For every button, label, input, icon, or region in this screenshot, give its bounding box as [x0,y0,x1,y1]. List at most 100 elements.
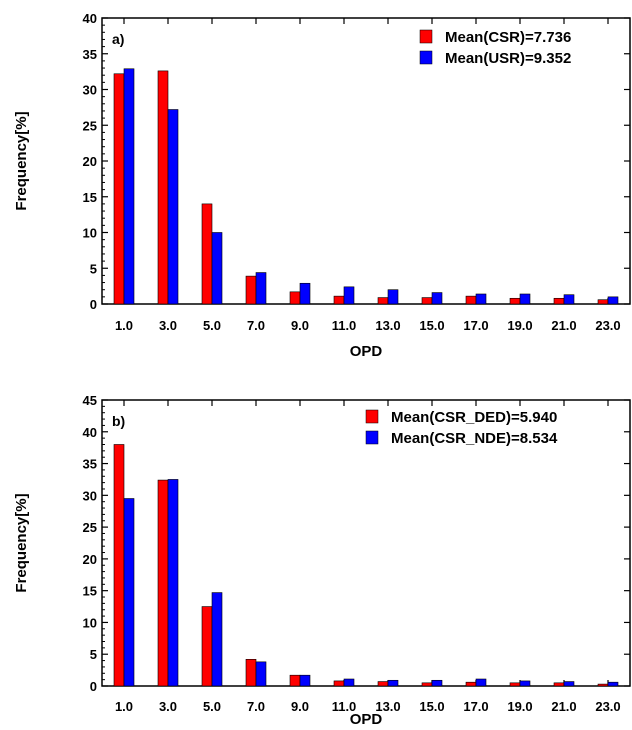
y-tick-label: 20 [83,154,97,169]
x-tick-label: 1.0 [115,699,133,714]
bar-blue [519,680,531,687]
x-tick-label: 17.0 [463,318,488,333]
y-tick-label: 10 [83,226,97,241]
y-tick-label: 35 [83,47,97,62]
x-tick-label: 21.0 [551,318,576,333]
bar-blue [255,661,267,687]
bar-red [289,291,301,305]
plot-frame [101,399,631,687]
bar-blue [387,289,399,305]
x-tick-label: 5.0 [203,318,221,333]
panel-label: b) [112,413,125,429]
bar-blue [343,286,355,305]
x-tick-label: 23.0 [595,318,620,333]
bar-red [245,659,257,687]
bar-blue [211,232,223,305]
panel-label: a) [112,31,124,47]
bar-blue [431,292,443,305]
legend: Mean(CSR)=7.736 Mean(USR)=9.352 [419,29,571,67]
y-tick-label: 0 [90,297,97,312]
bar-red [201,606,213,687]
x-tick-label: 19.0 [507,699,532,714]
legend-label: Mean(USR)=9.352 [445,50,571,67]
x-tick-label: 15.0 [419,699,444,714]
bar-blue [431,679,443,687]
bar-blue [211,592,223,687]
chart-panel-b: 0 5 10 15 20 25 30 35 40 45 1.0 3.0 5.0 7.0 9.0 11.0 13.… [13,393,631,728]
bar-red [509,297,521,305]
bar-red [509,682,521,687]
y-tick-label: 5 [90,647,97,662]
x-tick-label: 19.0 [507,318,532,333]
bar-blue [255,272,267,305]
legend-swatch-red [419,29,433,44]
x-axis-title: OPD [350,711,383,728]
bar-blue [519,293,531,305]
legend-swatch-red [365,409,379,424]
bar-blue [167,109,179,305]
bar-red [421,297,433,305]
chart-panel-a: 0 5 10 15 20 25 30 35 40 1.0 3.0 5.0 7.0 9.0 11.0 13.0 1… [13,11,631,360]
y-tick-label: 15 [83,584,97,599]
y-tick-label: 20 [83,552,97,567]
bar-red [201,203,213,305]
bar-blue [343,678,355,687]
bar-red [113,73,125,305]
bar-blue [167,479,179,687]
y-tick-label: 5 [90,261,97,276]
x-tick-label: 13.0 [375,318,400,333]
legend-label: Mean(CSR_NDE)=8.534 [391,430,558,447]
x-tick-label: 1.0 [115,318,133,333]
legend-swatch-blue [419,50,433,65]
bar-red [553,682,565,687]
x-tick-label: 17.0 [463,699,488,714]
x-tick-label: 5.0 [203,699,221,714]
bar-red [465,295,477,305]
bar-blue [123,68,135,305]
bar-red [553,297,565,305]
x-tick-label: 7.0 [247,699,265,714]
x-tick-label: 9.0 [291,699,309,714]
bar-blue [563,294,575,305]
x-tick-label: 3.0 [159,318,177,333]
legend-swatch-blue [365,430,379,445]
x-tick-label: 23.0 [595,699,620,714]
y-axis-title: Frequency[%] [13,493,30,592]
y-tick-label: 35 [83,457,97,472]
bar-red [289,674,301,687]
bar-blue [299,674,311,687]
bar-red [377,297,389,305]
y-tick-label: 25 [83,520,97,535]
y-tick-label: 10 [83,615,97,630]
bar-red [421,682,433,687]
bar-blue [475,678,487,687]
bar-red [333,680,345,687]
bar-red [113,444,125,687]
bar-blue [299,282,311,305]
x-tick-label: 15.0 [419,318,444,333]
y-tick-label: 30 [83,488,97,503]
x-tick-label: 11.0 [332,318,357,333]
y-axis-title: Frequency[%] [13,111,30,210]
bar-red [245,275,257,305]
y-tick-label: 0 [90,679,97,694]
bar-red [157,70,169,305]
x-axis-title: OPD [350,343,383,360]
x-tick-label: 7.0 [247,318,265,333]
y-tick-label: 45 [83,393,97,408]
legend: Mean(CSR_DED)=5.940 Mean(CSR_NDE)=8.534 [365,409,558,447]
bar-blue [123,498,135,687]
y-tick-label: 15 [83,190,97,205]
legend-label: Mean(CSR_DED)=5.940 [391,409,557,426]
x-tick-label: 13.0 [375,699,400,714]
y-tick-label: 25 [83,118,97,133]
bar-red [597,299,609,305]
x-tick-label: 9.0 [291,318,309,333]
bar-red [377,681,389,687]
legend-label: Mean(CSR)=7.736 [445,29,571,46]
bar-blue [475,293,487,305]
bar-blue [607,296,619,305]
x-tick-label: 21.0 [551,699,576,714]
bar-blue [387,679,399,687]
